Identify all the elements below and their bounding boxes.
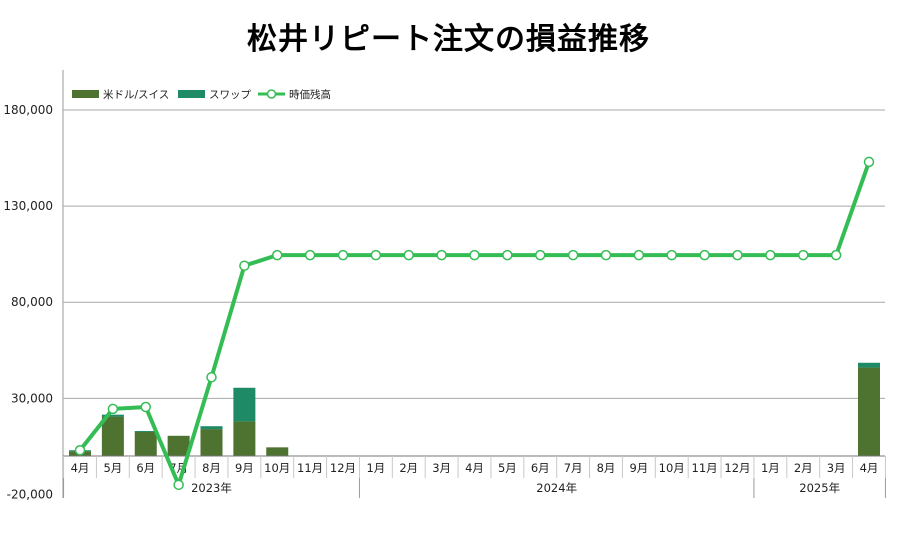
legend-swatch-usdchf xyxy=(72,90,99,98)
x-tick-label: 6月 xyxy=(136,461,155,475)
balance-point xyxy=(337,249,349,261)
balance-point xyxy=(633,249,645,261)
balance-point xyxy=(600,249,612,261)
balance-point xyxy=(107,403,119,415)
bar-usdchf xyxy=(266,447,289,456)
chart-title: 松井リピート注文の損益推移 xyxy=(247,22,650,57)
x-tick-label: 3月 xyxy=(432,461,451,475)
bar-usdchf xyxy=(101,416,124,456)
balance-point xyxy=(272,249,283,261)
x-tick-label: 4月 xyxy=(465,461,484,475)
balance-point xyxy=(732,249,743,261)
balance-point xyxy=(798,249,809,261)
y-tick-label: 80,000 xyxy=(11,295,53,309)
balance-point xyxy=(830,249,842,261)
balance-point xyxy=(403,249,414,261)
x-tick-label: 8月 xyxy=(202,461,221,475)
balance-point xyxy=(370,249,382,261)
balance-point xyxy=(666,249,677,261)
balance-point xyxy=(239,260,250,271)
bar-swap xyxy=(101,414,124,417)
x-tick-label: 9月 xyxy=(629,461,648,475)
y-tick-label: 30,000 xyxy=(11,391,53,405)
legend-label-swap: スワップ xyxy=(209,89,251,101)
legend-marker-balance xyxy=(266,89,277,99)
x-tick-label: 11月 xyxy=(297,461,323,475)
y-tick-label: -20,000 xyxy=(7,487,53,501)
year-label: 2025年 xyxy=(799,481,840,495)
balance-point xyxy=(173,479,184,491)
balance-point xyxy=(206,371,217,383)
x-tick-label: 8月 xyxy=(597,461,616,475)
x-tick-label: 12月 xyxy=(724,461,750,475)
balance-point xyxy=(304,249,316,261)
bar-usdchf xyxy=(167,435,190,456)
legend: 米ドル/スイス スワップ 時価残高 xyxy=(72,88,331,101)
x-tick-label: 4月 xyxy=(860,461,879,475)
y-axis: 180,000 130,000 80,000 30,000 -20,000 xyxy=(3,103,53,501)
gridlines xyxy=(62,70,885,498)
x-tick-label: 12月 xyxy=(330,461,356,475)
bar-usdchf xyxy=(134,431,157,456)
x-tick-label: 10月 xyxy=(659,461,685,475)
x-tick-label: 2月 xyxy=(794,461,813,475)
y-tick-label: 130,000 xyxy=(3,199,53,213)
year-label: 2023年 xyxy=(191,481,232,495)
x-tick-label: 7月 xyxy=(564,461,583,475)
x-tick-label: 1月 xyxy=(366,461,385,475)
balance-point xyxy=(436,249,447,261)
balance-point xyxy=(699,249,710,261)
bar-usdchf xyxy=(233,421,256,456)
x-tick-label: 4月 xyxy=(71,461,90,475)
x-tick-label: 3月 xyxy=(827,461,846,475)
bar-usdchf xyxy=(858,367,880,456)
x-axis: 4月 5月 6月 7月 8月 9月 10月 11月 12月 1月 2月 3月 4月 5月 6月 7月 8月 9月 1… xyxy=(63,455,886,498)
bar-swap xyxy=(233,387,256,422)
bar-swap xyxy=(134,431,157,432)
balance-point xyxy=(765,249,776,261)
balance-point xyxy=(567,249,579,261)
legend-label-balance: 時価残高 xyxy=(289,88,331,101)
y-tick-label: 180,000 xyxy=(3,103,53,117)
x-tick-label: 5月 xyxy=(498,461,517,475)
bar-swap xyxy=(200,426,223,430)
x-tick-label: 1月 xyxy=(761,461,780,475)
legend-label-usdchf: 米ドル/スイス xyxy=(103,88,169,101)
balance-point xyxy=(502,249,513,261)
balance-point xyxy=(863,156,875,168)
bar-swap xyxy=(858,362,880,368)
bar-usdchf xyxy=(200,429,223,456)
balance-point xyxy=(140,401,151,413)
x-tick-label: 10月 xyxy=(264,461,290,475)
year-label: 2024年 xyxy=(536,481,577,495)
balance-point xyxy=(74,444,86,456)
x-tick-label: 5月 xyxy=(103,461,122,475)
legend-swatch-swap xyxy=(178,90,205,98)
balance-point xyxy=(535,249,546,261)
balance-line xyxy=(74,156,875,491)
balance-series-line xyxy=(78,161,871,487)
x-tick-label: 2月 xyxy=(399,461,418,475)
bars xyxy=(69,362,880,456)
x-tick-label: 6月 xyxy=(531,461,550,475)
balance-point xyxy=(469,249,480,261)
x-tick-label: 11月 xyxy=(692,461,718,475)
x-tick-label: 9月 xyxy=(235,461,254,475)
